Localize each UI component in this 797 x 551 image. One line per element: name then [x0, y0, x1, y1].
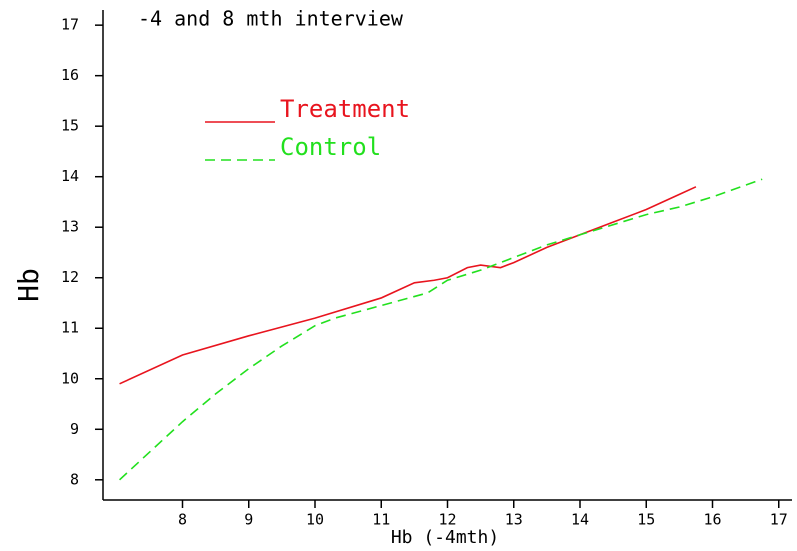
y-tick-label: 15	[61, 117, 79, 135]
x-tick-label: 14	[571, 511, 589, 529]
x-tick-label: 10	[306, 511, 324, 529]
x-tick-label: 13	[505, 511, 523, 529]
y-tick-label: 16	[61, 66, 79, 84]
y-tick-label: 11	[61, 319, 79, 337]
legend-label: Control	[280, 133, 381, 161]
y-tick-label: 8	[70, 470, 79, 488]
x-tick-label: 17	[770, 511, 788, 529]
x-tick-label: 12	[438, 511, 456, 529]
y-tick-label: 10	[61, 369, 79, 387]
x-tick-label: 11	[372, 511, 390, 529]
y-tick-label: 14	[61, 167, 79, 185]
y-tick-label: 12	[61, 268, 79, 286]
x-tick-label: 9	[244, 511, 253, 529]
y-tick-label: 13	[61, 218, 79, 236]
x-tick-label: 8	[178, 511, 187, 529]
series-line	[119, 178, 763, 481]
series-line	[119, 186, 697, 385]
y-tick-label: 9	[70, 420, 79, 438]
y-tick-label: 17	[61, 16, 79, 34]
legend-label: Treatment	[280, 95, 410, 123]
chart-title: -4 and 8 mth interview	[138, 7, 404, 31]
y-axis-label: Hb	[12, 268, 45, 302]
x-tick-label: 15	[637, 511, 655, 529]
x-axis-label: Hb (-4mth)	[391, 527, 499, 548]
x-tick-label: 16	[703, 511, 721, 529]
